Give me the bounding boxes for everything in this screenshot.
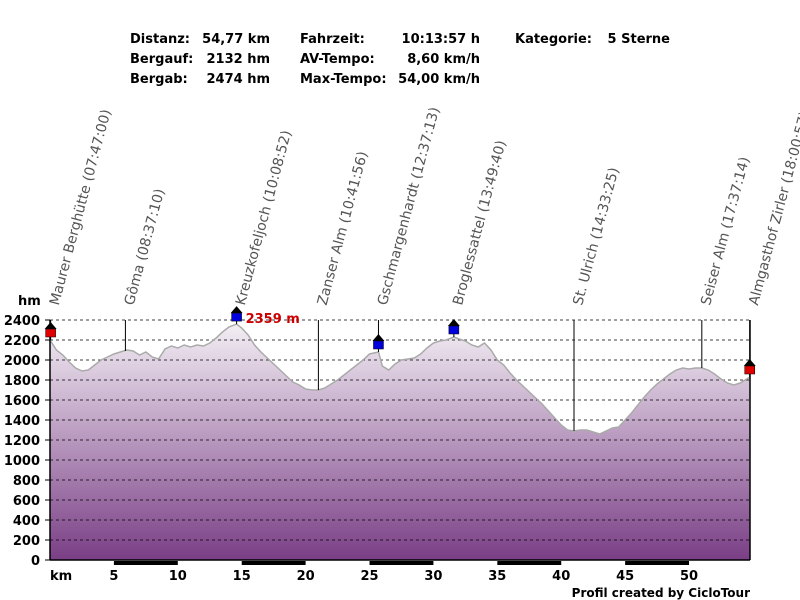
waypoint-marker-2 bbox=[231, 312, 242, 322]
stat-kategorie-label: Kategorie: bbox=[515, 32, 592, 47]
waypoint-roof-0 bbox=[44, 322, 57, 329]
waypoint-label-3: Zanser Alm (10:41:56) bbox=[315, 150, 371, 307]
profile-area bbox=[50, 324, 750, 560]
waypoint-roof-2 bbox=[230, 306, 243, 314]
y-tick-label-1400: 1400 bbox=[4, 414, 40, 429]
y-tick-label-2400: 2400 bbox=[4, 314, 40, 329]
stat-avtempo-value: 8,60 km/h bbox=[407, 52, 480, 67]
waypoint-roof-4 bbox=[372, 334, 385, 341]
stat-distanz-value: 54,77 km bbox=[202, 32, 270, 47]
stat-fahrzeit-label: Fahrzeit: bbox=[300, 32, 365, 47]
y-tick-label-1200: 1200 bbox=[4, 434, 40, 449]
x-tick-label-45: 45 bbox=[616, 569, 634, 584]
x-tick-label-5: 5 bbox=[109, 569, 118, 584]
x-tick-label-25: 25 bbox=[360, 569, 378, 584]
x-axis-unit-label: km bbox=[50, 569, 72, 584]
waypoint-label-1: Gôma (08:37:10) bbox=[122, 187, 168, 307]
x-scale-band-3 bbox=[241, 561, 306, 565]
x-tick-label-35: 35 bbox=[488, 569, 506, 584]
y-axis-unit-label: hm bbox=[18, 294, 41, 309]
stat-distanz-label: Distanz: bbox=[130, 32, 190, 47]
stat-bergauf-value: 2132 hm bbox=[206, 52, 270, 67]
y-tick-label-1800: 1800 bbox=[4, 374, 40, 389]
waypoint-marker-4 bbox=[373, 340, 384, 350]
waypoint-label-6: St. Ulrich (14:33:25) bbox=[570, 166, 622, 307]
stat-bergab-label: Bergab: bbox=[130, 72, 188, 87]
waypoint-roof-8 bbox=[743, 359, 756, 366]
x-scale-band-9 bbox=[625, 561, 690, 565]
x-scale-band-5 bbox=[369, 561, 434, 565]
y-tick-label-800: 800 bbox=[13, 474, 40, 489]
stat-maxtempo-label: Max-Tempo: bbox=[300, 72, 387, 87]
waypoint-marker-8 bbox=[744, 365, 755, 375]
y-tick-label-1600: 1600 bbox=[4, 394, 40, 409]
stat-avtempo-label: AV-Tempo: bbox=[300, 52, 375, 67]
y-tick-label-2000: 2000 bbox=[4, 354, 40, 369]
stat-kategorie-value: 5 Sterne bbox=[608, 32, 671, 47]
waypoint-roof-5 bbox=[447, 319, 460, 326]
profile-line bbox=[49, 323, 751, 435]
stat-maxtempo-value: 54,00 km/h bbox=[398, 72, 480, 87]
y-tick-label-400: 400 bbox=[13, 514, 40, 529]
y-tick-label-1000: 1000 bbox=[4, 454, 40, 469]
waypoint-label-8: Almgasthof Zirler (18:00:57) bbox=[746, 110, 800, 307]
y-tick-label-200: 200 bbox=[13, 534, 40, 549]
y-tick-label-0: 0 bbox=[31, 554, 40, 569]
waypoint-label-0: Maurer Berghütte (07:47:00) bbox=[47, 108, 115, 307]
x-tick-label-40: 40 bbox=[552, 569, 570, 584]
x-scale-band-1 bbox=[113, 561, 178, 565]
credit-text: Profil created by CicloTour bbox=[572, 586, 750, 600]
waypoint-label-7: Seiser Alm (17:37:14) bbox=[698, 155, 753, 307]
max-elevation-label: 2359 m bbox=[246, 312, 300, 327]
y-tick-label-2200: 2200 bbox=[4, 334, 40, 349]
x-scale-band-7 bbox=[497, 561, 562, 565]
stat-bergauf-label: Bergauf: bbox=[130, 52, 193, 67]
x-tick-label-20: 20 bbox=[297, 569, 315, 584]
x-tick-label-30: 30 bbox=[424, 569, 442, 584]
stat-fahrzeit-value: 10:13:57 h bbox=[402, 32, 480, 47]
waypoint-label-4: Gschmargenhardt (12:37:13) bbox=[375, 105, 443, 307]
waypoint-label-2: Kreuzkofeljoch (10:08:52) bbox=[233, 129, 295, 307]
x-tick-label-10: 10 bbox=[169, 569, 187, 584]
waypoint-marker-5 bbox=[448, 325, 460, 335]
x-tick-label-50: 50 bbox=[680, 569, 698, 584]
waypoint-label-5: Broglessattel (13:49:40) bbox=[450, 139, 509, 307]
stat-bergab-value: 2474 hm bbox=[206, 72, 270, 87]
waypoint-marker-0 bbox=[45, 328, 56, 338]
y-tick-label-600: 600 bbox=[13, 494, 40, 509]
stats-block: Distanz: 54,77 km Bergauf: 2132 hm Berga… bbox=[130, 32, 670, 87]
x-tick-label-15: 15 bbox=[233, 569, 251, 584]
plot-area: 0 200 400 600 800 1000 1200 1400 1600 1800 2000 220… bbox=[4, 105, 800, 584]
